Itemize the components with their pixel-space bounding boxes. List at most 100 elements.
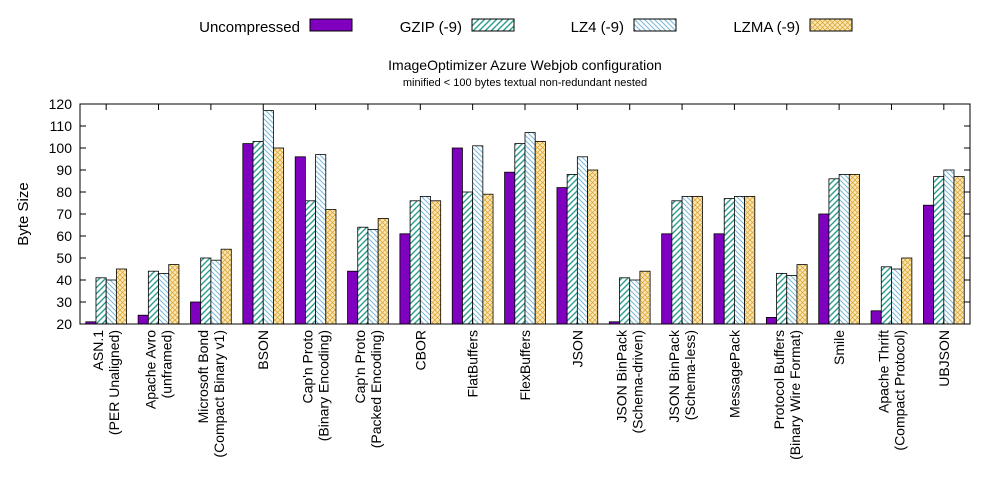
bar-lzma-9-protocol-buffers-binary-wire-format: [796, 264, 808, 325]
y-tick-label: 110: [50, 118, 73, 134]
legend-swatch-uncompressed: [309, 18, 353, 32]
bar-uncompressed-apache-thrift-compact-protocol: [870, 310, 882, 325]
bar-uncompressed-messagepack: [713, 233, 725, 325]
bar-gzip-9-json-binpack-schema-less: [671, 200, 683, 325]
bar-lzma-9-apache-thrift-compact-protocol: [901, 257, 913, 325]
legend-swatch-lzma: [809, 18, 853, 32]
x-category-label-line: Protocol Buffers: [771, 330, 787, 429]
bar-lzma-9-asn-1-per-unaligned: [115, 268, 127, 325]
bar-lz4-9-messagepack: [734, 195, 746, 325]
x-category-label: FlatBuffers: [465, 330, 481, 397]
y-tick-label: 80: [56, 184, 72, 200]
bar-lzma-9-cap-n-proto-binary-encoding: [325, 209, 337, 325]
bar-uncompressed-apache-avro-unframed: [137, 314, 149, 325]
bar-lz4-9-flatbuffers: [472, 145, 484, 325]
bar-lzma-9-json-binpack-schema-less: [691, 195, 703, 325]
x-category-label: Apache Thrift(Compact Protocol): [875, 330, 907, 451]
bar-lzma-9-json-binpack-schema-driven: [639, 270, 651, 325]
bar-gzip-9-ubjson: [933, 176, 945, 325]
x-category-label: Cap'n Proto(Packed Encoding): [352, 330, 384, 449]
y-tick-label: 90: [56, 162, 72, 178]
y-tick-label: 120: [49, 96, 73, 112]
x-category-label-line: (Packed Encoding): [368, 330, 384, 448]
bar-lzma-9-flexbuffers: [534, 140, 546, 325]
bar-lzma-9-cap-n-proto-packed-encoding: [377, 217, 389, 325]
bar-lz4-9-cbor: [419, 195, 431, 325]
chart-subtitle: minified < 100 bytes textual non-redunda…: [403, 77, 647, 89]
plot-frame: [79, 103, 971, 325]
x-axis-labels: ASN.1(PER Unaligned) Apache Avro(unframed…: [90, 104, 952, 460]
x-category-label-line: (Compact Protocol): [891, 330, 907, 451]
x-category-label: FlexBuffers: [517, 330, 533, 401]
bar-uncompressed-json-binpack-schema-less: [661, 233, 673, 325]
bar-lzma-9-ubjson: [953, 176, 965, 325]
bar-lz4-9-cap-n-proto-packed-encoding: [367, 228, 379, 325]
x-category-label-line: ASN.1: [90, 330, 106, 371]
x-category-label: UBJSON: [936, 330, 952, 387]
x-category-label-line: Cap'n Proto: [352, 330, 368, 404]
bar-gzip-9-smile: [828, 178, 840, 325]
y-tick-label: 100: [49, 140, 73, 156]
bar-lzma-9-microsoft-bond-compact-binary-v1: [220, 248, 232, 325]
x-category-label-line: (Schema-driven): [630, 330, 646, 433]
bar-uncompressed-ubjson: [923, 204, 935, 325]
bar-lzma-9-smile: [848, 173, 860, 325]
x-category-label: Cap'n Proto(Binary Encoding): [300, 330, 332, 441]
bars: [85, 110, 965, 325]
x-category-label-line: (PER Unaligned): [106, 330, 122, 435]
bar-lz4-9-apache-thrift-compact-protocol: [891, 268, 903, 325]
bar-uncompressed-smile: [818, 213, 830, 325]
x-category-label-line: (Compact Binary v1): [211, 330, 227, 458]
legend-swatch-gzip: [471, 18, 515, 32]
bar-lzma-9-json: [587, 169, 599, 325]
legend-label-gzip: GZIP (-9): [400, 19, 462, 36]
legend-label-lzma: LZMA (-9): [733, 19, 800, 36]
bar-lz4-9-microsoft-bond-compact-binary-v1: [210, 259, 222, 325]
bar-lzma-9-messagepack: [744, 195, 756, 325]
bar-lzma-9-cbor: [430, 200, 442, 325]
x-category-label-line: Cap'n Proto: [300, 330, 316, 404]
x-category-label: MessagePack: [726, 329, 742, 418]
bar-gzip-9-cap-n-proto-packed-encoding: [357, 226, 369, 325]
x-category-label-line: BSON: [255, 330, 271, 370]
y-tick-label: 50: [56, 250, 72, 266]
y-tick-label: 20: [56, 316, 72, 332]
bar-uncompressed-json: [556, 187, 568, 325]
bar-lz4-9-ubjson: [943, 169, 955, 325]
x-category-label-line: Microsoft Bond: [195, 330, 211, 423]
bar-lzma-9-apache-avro-unframed: [168, 264, 180, 325]
bar-lzma-9-flatbuffers: [482, 193, 494, 325]
legend-swatch-lz4: [633, 18, 677, 32]
x-category-label-line: JSON BinPack: [666, 329, 682, 423]
x-category-label-line: CBOR: [412, 330, 428, 370]
bar-gzip-9-json-binpack-schema-driven: [619, 277, 631, 325]
bar-uncompressed-flatbuffers: [451, 147, 463, 325]
bar-gzip-9-microsoft-bond-compact-binary-v1: [200, 257, 212, 325]
x-category-label: CBOR: [412, 330, 428, 370]
x-category-label: JSON BinPack(Schema-less): [666, 329, 698, 423]
x-category-label-line: UBJSON: [936, 330, 952, 387]
y-tick-label: 30: [56, 294, 72, 310]
y-tick-label: 70: [56, 206, 72, 222]
x-category-label: JSON BinPack(Schema-driven): [614, 329, 646, 433]
bar-lz4-9-asn-1-per-unaligned: [105, 279, 117, 325]
x-category-label-line: JSON BinPack: [614, 329, 630, 423]
bar-gzip-9-flexbuffers: [514, 143, 526, 325]
bar-lz4-9-protocol-buffers-binary-wire-format: [786, 275, 798, 325]
x-category-label-line: JSON: [569, 330, 585, 367]
bar-lz4-9-json-binpack-schema-less: [681, 195, 693, 325]
x-category-label: Protocol Buffers(Binary Wire Format): [771, 330, 803, 460]
x-category-label-line: Smile: [831, 330, 847, 365]
x-category-label: ASN.1(PER Unaligned): [90, 330, 122, 435]
y-tick-label: 60: [56, 228, 72, 244]
x-category-label-line: MessagePack: [726, 329, 742, 418]
bar-gzip-9-messagepack: [723, 198, 735, 325]
bar-gzip-9-flatbuffers: [462, 191, 474, 325]
bar-uncompressed-microsoft-bond-compact-binary-v1: [190, 301, 202, 325]
bar-lz4-9-apache-avro-unframed: [158, 272, 170, 325]
bar-lzma-9-bson: [273, 147, 285, 325]
x-category-label-line: (unframed): [159, 330, 175, 398]
x-category-label: JSON: [569, 330, 585, 367]
